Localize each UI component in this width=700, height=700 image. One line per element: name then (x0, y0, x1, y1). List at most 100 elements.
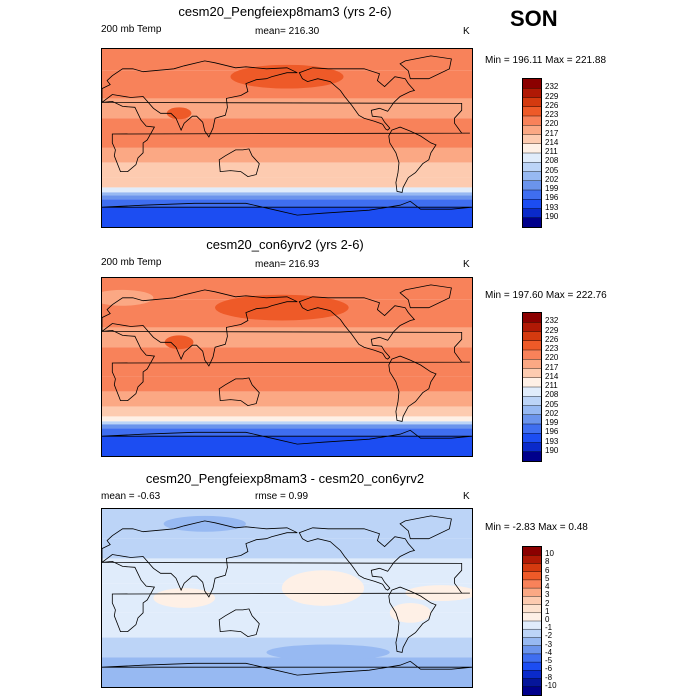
colorbar-swatch (523, 171, 541, 182)
colorbar-swatch (523, 555, 541, 564)
field-blob (166, 107, 192, 120)
coastline-samerica (388, 126, 437, 193)
field-blob (153, 588, 216, 608)
colorbar-tick-label: 232 (545, 316, 559, 326)
panel-3-colorbar (522, 546, 542, 696)
colorbar-swatch (523, 433, 541, 443)
colorbar-tick-label: 190 (545, 211, 559, 221)
colorbar-tick-label: 10 (545, 549, 554, 559)
colorbar-swatch (523, 563, 541, 573)
colorbar-swatch (523, 653, 541, 663)
field-blob (266, 644, 390, 661)
field-band (102, 177, 472, 188)
colorbar-tick-label: -2 (545, 631, 553, 641)
colorbar-swatch (523, 414, 541, 425)
field-blob (266, 329, 359, 346)
colorbar-tick-label: 193 (545, 436, 559, 446)
panel-1-mean: mean= 216.30 (255, 26, 320, 37)
field-band (102, 424, 472, 429)
colorbar-tick-label: 205 (545, 165, 559, 175)
colorbar-swatch (523, 322, 541, 332)
colorbar-swatch (523, 359, 541, 369)
colorbar-swatch (523, 451, 541, 461)
colorbar-tick-label: 220 (545, 119, 559, 129)
colorbar-swatch (523, 588, 541, 597)
field-band (102, 207, 472, 227)
colorbar-tick-label: 205 (545, 399, 559, 409)
coastline-namerica (298, 296, 416, 360)
colorbar-swatch (523, 350, 541, 360)
coastline-australia (218, 377, 260, 407)
colorbar-tick-label: 211 (545, 147, 558, 156)
colorbar-swatch (523, 637, 541, 647)
colorbar-swatch (523, 596, 541, 606)
panel-2-minmax: Min = 197.60 Max = 222.76 (485, 290, 607, 301)
coastline-namerica (298, 527, 416, 591)
field-band (102, 192, 472, 196)
colorbar-swatch (523, 571, 541, 581)
colorbar-tick-label: -5 (545, 656, 553, 666)
coastline-antarctica (102, 200, 472, 216)
field-blob (281, 570, 365, 606)
panel-3-title: cesm20_Pengfeiexp8mam3 - cesm20_con6yrv2 (145, 471, 425, 486)
panel-2-colorbar (522, 312, 542, 462)
colorbar-tick-label: 220 (545, 353, 559, 363)
colorbar-tick-label: 1 (545, 606, 550, 616)
panel-2-variable: 200 mb Temp (101, 257, 162, 268)
coastline-greenland (399, 284, 452, 309)
panel-1-title: cesm20_Pengfeiexp8mam3 (yrs 2-6) (178, 4, 392, 19)
colorbar-tick-label: 214 (545, 371, 559, 381)
colorbar-swatch (523, 340, 541, 351)
field-blob (225, 100, 308, 117)
field-band (102, 421, 472, 425)
colorbar-tick-label: -1 (545, 623, 553, 633)
colorbar-tick-label: 6 (545, 565, 550, 575)
coastline-antarctica (102, 429, 472, 445)
colorbar-tick-label: 193 (545, 202, 559, 212)
colorbar-swatch (523, 612, 541, 622)
colorbar-swatch (523, 190, 541, 200)
colorbar-tick-label: -4 (545, 647, 553, 657)
colorbar-tick-label: 223 (545, 110, 559, 119)
colorbar-swatch (523, 153, 541, 163)
field-blob (163, 515, 246, 532)
colorbar-tick-label: 199 (545, 184, 559, 193)
colorbar-swatch (523, 547, 541, 556)
field-band (102, 428, 472, 437)
colorbar-swatch (523, 662, 541, 671)
colorbar-swatch (523, 396, 541, 406)
colorbar-tick-label: -8 (545, 672, 553, 682)
panel-2-units: K (463, 259, 470, 270)
field-band (102, 187, 472, 193)
colorbar-swatch (523, 442, 541, 453)
panel-2-mean: mean= 216.93 (255, 259, 320, 270)
field-band (102, 195, 472, 200)
coastline-samerica (388, 586, 437, 653)
colorbar-swatch (523, 180, 541, 191)
coastline-eurasia (102, 520, 298, 598)
field-blob (164, 335, 194, 350)
panel-1-minmax: Min = 196.11 Max = 221.88 (485, 55, 607, 66)
panel-3-mean: mean = -0.63 (101, 491, 161, 502)
panel-1-variable: 200 mb Temp (101, 24, 162, 35)
colorbar-swatch (523, 88, 541, 98)
colorbar-tick-label: 202 (545, 174, 559, 184)
colorbar-tick-label: 226 (545, 334, 559, 344)
colorbar-swatch (523, 79, 541, 89)
coastline-greenland (399, 55, 452, 80)
panel-1-map (101, 48, 473, 228)
colorbar-tick-label: 199 (545, 418, 559, 427)
colorbar-tick-label: 3 (545, 590, 550, 600)
coastline-eurasia (102, 289, 298, 367)
colorbar-swatch (523, 199, 541, 209)
panel-3-minmax: Min = -2.83 Max = 0.48 (485, 522, 588, 533)
colorbar-swatch (523, 97, 541, 108)
coastline-australia (218, 148, 260, 178)
coastline-antarctica (102, 660, 472, 676)
colorbar-tick-label: 229 (545, 325, 559, 335)
coastline-eurasia (102, 60, 298, 138)
field-blob (389, 602, 431, 623)
colorbar-tick-label: 217 (545, 362, 559, 372)
panel-3-map (101, 508, 473, 688)
field-band (102, 538, 472, 559)
